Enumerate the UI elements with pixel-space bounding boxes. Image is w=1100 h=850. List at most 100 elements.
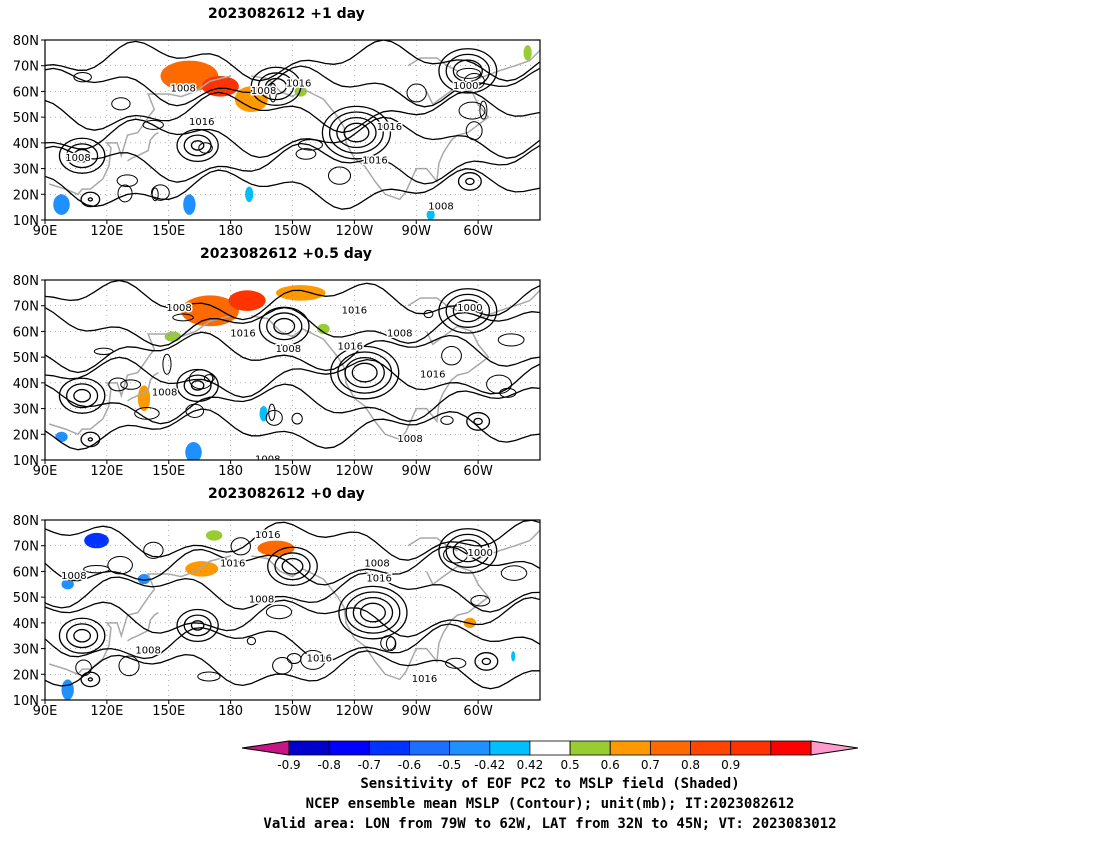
small-contour (111, 97, 131, 111)
small-contour (117, 184, 133, 203)
lat-tick-label: 40N (13, 137, 39, 152)
small-contour (456, 67, 482, 79)
small-contour (443, 546, 469, 564)
isobar-contour (45, 520, 540, 561)
small-contour (295, 148, 317, 160)
coastline (127, 371, 159, 402)
lat-tick-label: 60N (13, 565, 39, 580)
lat-tick-label: 50N (13, 351, 39, 366)
coastline (251, 315, 490, 441)
lat-tick-label: 50N (13, 591, 39, 606)
isobar-contour (45, 168, 540, 210)
colorbar-label: -0.42 (474, 758, 505, 772)
contour-label: 1000 (457, 303, 482, 314)
map-panel-plus-1-day: 1008 1008 1016 1000 1016 1016 1008 1016 1008 80N 7… (13, 34, 541, 235)
closed-isobar (438, 528, 498, 574)
lon-tick-label: 180 (218, 224, 243, 235)
coastline (127, 131, 159, 162)
colorbar-box (569, 740, 611, 756)
colorbar-label: -0.8 (317, 758, 340, 772)
closed-isobar (338, 585, 408, 640)
closed-isobar (343, 122, 370, 143)
colorbar-label: 0.8 (681, 758, 700, 772)
small-contour (197, 671, 221, 682)
small-contour (286, 652, 302, 665)
contour-label: 1008 (255, 455, 280, 466)
coastline (127, 611, 159, 642)
coastline (48, 75, 231, 196)
contour-label: 1008 (135, 646, 160, 657)
lon-tick-label: 150E (152, 704, 185, 715)
closed-isobar (457, 172, 482, 191)
small-contour (198, 142, 213, 154)
lon-tick-label: 120W (336, 224, 374, 235)
small-contour (327, 166, 352, 185)
sensitivity-patch (185, 561, 219, 577)
coastline (251, 75, 490, 201)
closed-isobar (80, 431, 101, 448)
closed-isobar (345, 591, 401, 634)
closed-isobar (87, 437, 94, 442)
sensitivity-patch (61, 679, 74, 700)
closed-isobar (336, 117, 377, 149)
lat-tick-label: 80N (13, 274, 39, 289)
contour-label: 1008 (65, 153, 90, 164)
contour-label: 1008 (251, 86, 276, 97)
closed-isobar (250, 66, 302, 106)
coastline (48, 315, 231, 436)
colorbar-box (609, 740, 651, 756)
isobar-contour (45, 90, 540, 134)
lat-tick-label: 10N (13, 454, 39, 469)
closed-isobar (351, 362, 378, 383)
colorbar-box (288, 740, 330, 756)
contour-label: 1016 (420, 370, 445, 381)
closed-isobar (445, 293, 491, 328)
isobar-contour (45, 280, 540, 321)
closed-isobar (474, 652, 499, 671)
small-contour (230, 537, 251, 556)
small-contour (120, 379, 142, 390)
lon-tick-label: 120E (90, 704, 123, 715)
contour-label: 1008 (170, 83, 195, 94)
closed-isobar (438, 48, 498, 94)
small-contour (143, 541, 164, 559)
small-contour (268, 403, 276, 421)
lon-tick-label: 150W (274, 464, 312, 475)
closed-isobar (438, 288, 498, 334)
small-contour (203, 374, 215, 383)
contour-label: 1016 (286, 78, 311, 89)
contour-label: 1016 (362, 155, 387, 166)
coastline (407, 537, 458, 552)
colorbar-box (409, 740, 451, 756)
contour-label: 1008 (166, 303, 191, 314)
small-contour (83, 565, 110, 574)
lat-tick-label: 30N (13, 643, 39, 658)
lat-tick-label: 40N (13, 617, 39, 632)
small-contour (151, 187, 159, 202)
lat-tick-label: 30N (13, 403, 39, 418)
closed-isobar (58, 617, 106, 654)
lat-tick-label: 70N (13, 60, 39, 75)
colorbar-label: 0.6 (601, 758, 620, 772)
closed-isobar (87, 197, 94, 202)
small-contour (185, 403, 205, 418)
closed-isobar (176, 608, 219, 643)
lat-tick-label: 30N (13, 163, 39, 178)
isobar-contour (45, 306, 540, 347)
small-contour (479, 100, 488, 120)
small-contour (499, 387, 517, 398)
lon-tick-label: 60W (463, 224, 493, 235)
isobar-contour (45, 545, 540, 586)
colorbar-label: 0.5 (561, 758, 580, 772)
sensitivity-patch (84, 532, 109, 549)
caption-line-1: Sensitivity of EOF PC2 to MSLP field (Sh… (360, 776, 740, 792)
closed-isobar (176, 128, 219, 163)
coastline (407, 297, 458, 312)
closed-isobar (481, 657, 492, 666)
closed-isobar (66, 143, 99, 169)
colorbar-label: -0.6 (398, 758, 421, 772)
small-contour (440, 415, 454, 425)
contour-label: 1016 (338, 341, 363, 352)
isobar-contour (45, 383, 540, 425)
colorbar-label: 0.42 (517, 758, 544, 772)
